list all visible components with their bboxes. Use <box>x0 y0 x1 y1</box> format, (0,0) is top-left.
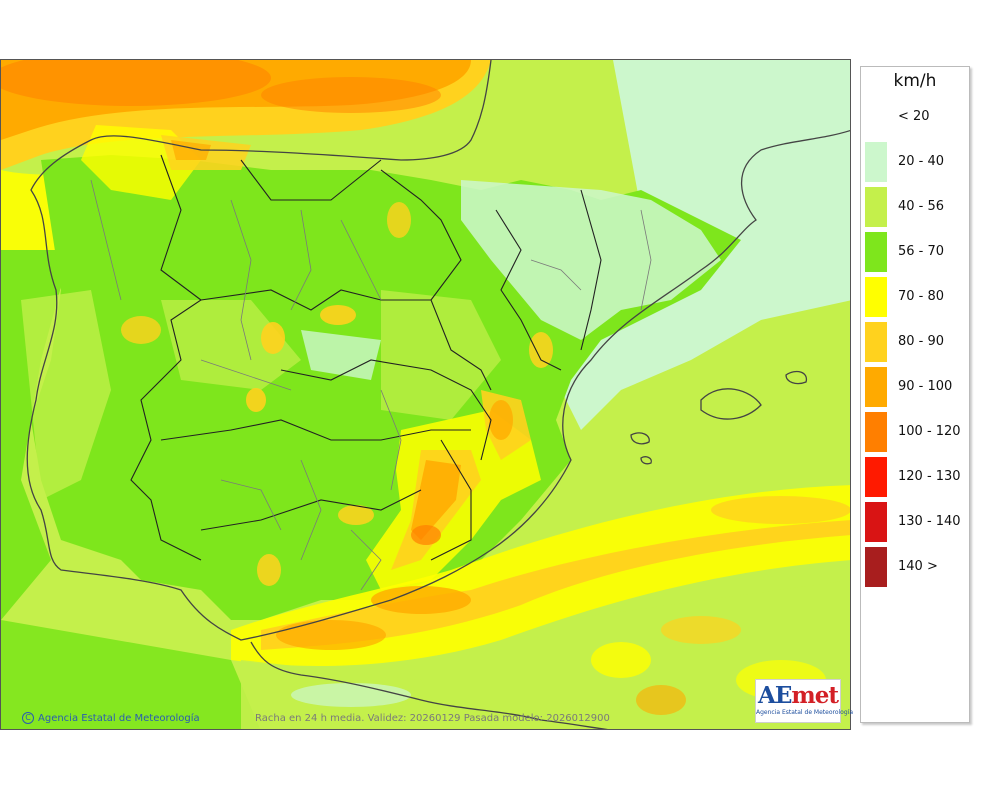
wind-gust-map <box>0 59 851 730</box>
legend-swatch <box>865 547 887 587</box>
morocco-calm-20-40 <box>291 683 411 707</box>
legend-row: 120 - 130 <box>861 457 969 497</box>
aemet-logo-mark: AEmet <box>756 682 840 709</box>
legend-label: 40 - 56 <box>898 199 945 214</box>
patch-andalucia-centre <box>338 505 374 525</box>
legend-row: 80 - 90 <box>861 322 969 362</box>
east-sea-80-90 <box>711 496 850 524</box>
band-north-100-120 <box>1 60 271 106</box>
aemet-logo-subtitle: Agencia Estatal de Meteorología <box>756 709 853 716</box>
legend-swatch <box>865 277 887 317</box>
legend-swatch <box>865 187 887 227</box>
legend-swatch <box>865 457 887 497</box>
legend-row: < 20 <box>861 97 969 137</box>
legend-label: < 20 <box>898 109 930 124</box>
legend-row: 70 - 80 <box>861 277 969 317</box>
legend-label: 100 - 120 <box>898 424 961 439</box>
aemet-logo-mark-b: met <box>791 682 839 709</box>
murcia-90-100 <box>411 460 461 540</box>
alboran-band-80-90 <box>261 520 850 650</box>
legend-label: 140 > <box>898 559 938 574</box>
alboran-90-100 <box>371 586 471 614</box>
valencia-90-100 <box>489 400 513 440</box>
regional-borders <box>130 154 602 561</box>
legend-swatch <box>865 322 887 362</box>
legend-row: 90 - 100 <box>861 367 969 407</box>
legend-row: 100 - 120 <box>861 412 969 452</box>
province-borders <box>90 179 652 591</box>
map-caption: Racha en 24 h media. Validez: 20260129 P… <box>255 713 610 724</box>
madrid-20-40 <box>301 330 381 380</box>
patch-castellon <box>529 332 553 368</box>
legend-swatch <box>865 232 887 272</box>
legend-row: 140 > <box>861 547 969 587</box>
copyright-text: Agencia Estatal de Meteorología <box>38 712 200 724</box>
coastlines <box>26 60 850 729</box>
patch-west-80-90 <box>121 316 161 344</box>
legend-swatch <box>865 97 887 137</box>
murcia-100-120 <box>411 525 441 545</box>
patch-la-mancha <box>246 388 266 412</box>
patch-guadarrama <box>320 305 356 325</box>
asturias-90-100 <box>171 140 211 160</box>
legend-swatch <box>865 142 887 182</box>
legend-row: 40 - 56 <box>861 187 969 227</box>
legend-row: 56 - 70 <box>861 232 969 272</box>
alboran-90-100-b <box>276 620 386 650</box>
aemet-logo-mark-a: AE <box>758 682 792 709</box>
legend-label: 70 - 80 <box>898 289 945 304</box>
africa-patch-80-90 <box>661 616 741 644</box>
legend-swatch <box>865 367 887 407</box>
legend-unit: km/h <box>893 71 937 91</box>
patch-iberico-north <box>387 202 411 238</box>
portugal-40-56 <box>21 290 111 500</box>
legend-label: 90 - 100 <box>898 379 953 394</box>
africa-patch-90-100 <box>636 685 686 715</box>
legend-label: 80 - 90 <box>898 334 945 349</box>
legend-label: 120 - 130 <box>898 469 961 484</box>
aemet-logo: AEmet Agencia Estatal de Meteorología <box>755 679 853 723</box>
wind-speed-legend: km/h < 20 20 - 40 40 - 56 56 - 70 70 - 80 80 … <box>860 66 970 723</box>
legend-label: 56 - 70 <box>898 244 945 259</box>
land-patch-40-56-a <box>161 300 301 390</box>
legend-swatch <box>865 412 887 452</box>
atlantic-southwest-56-70 <box>1 620 261 729</box>
map-canvas <box>1 60 850 729</box>
legend-label: 20 - 40 <box>898 154 945 169</box>
africa-patch-70-80-a <box>591 642 651 678</box>
patch-sistema-central <box>261 322 285 354</box>
legend-row: 130 - 140 <box>861 502 969 542</box>
atlantic-west-56-70 <box>1 250 71 620</box>
patch-andalucia-west <box>257 554 281 586</box>
band-north-100-120-b <box>261 77 441 113</box>
ebro-catalonia-20-40 <box>461 180 721 340</box>
legend-swatch <box>865 502 887 542</box>
legend-label: 130 - 140 <box>898 514 961 529</box>
legend-row: 20 - 40 <box>861 142 969 182</box>
copyright-icon: C <box>22 712 34 724</box>
land-patch-40-56-b <box>381 290 501 420</box>
copyright-notice: C Agencia Estatal de Meteorología <box>22 712 200 724</box>
